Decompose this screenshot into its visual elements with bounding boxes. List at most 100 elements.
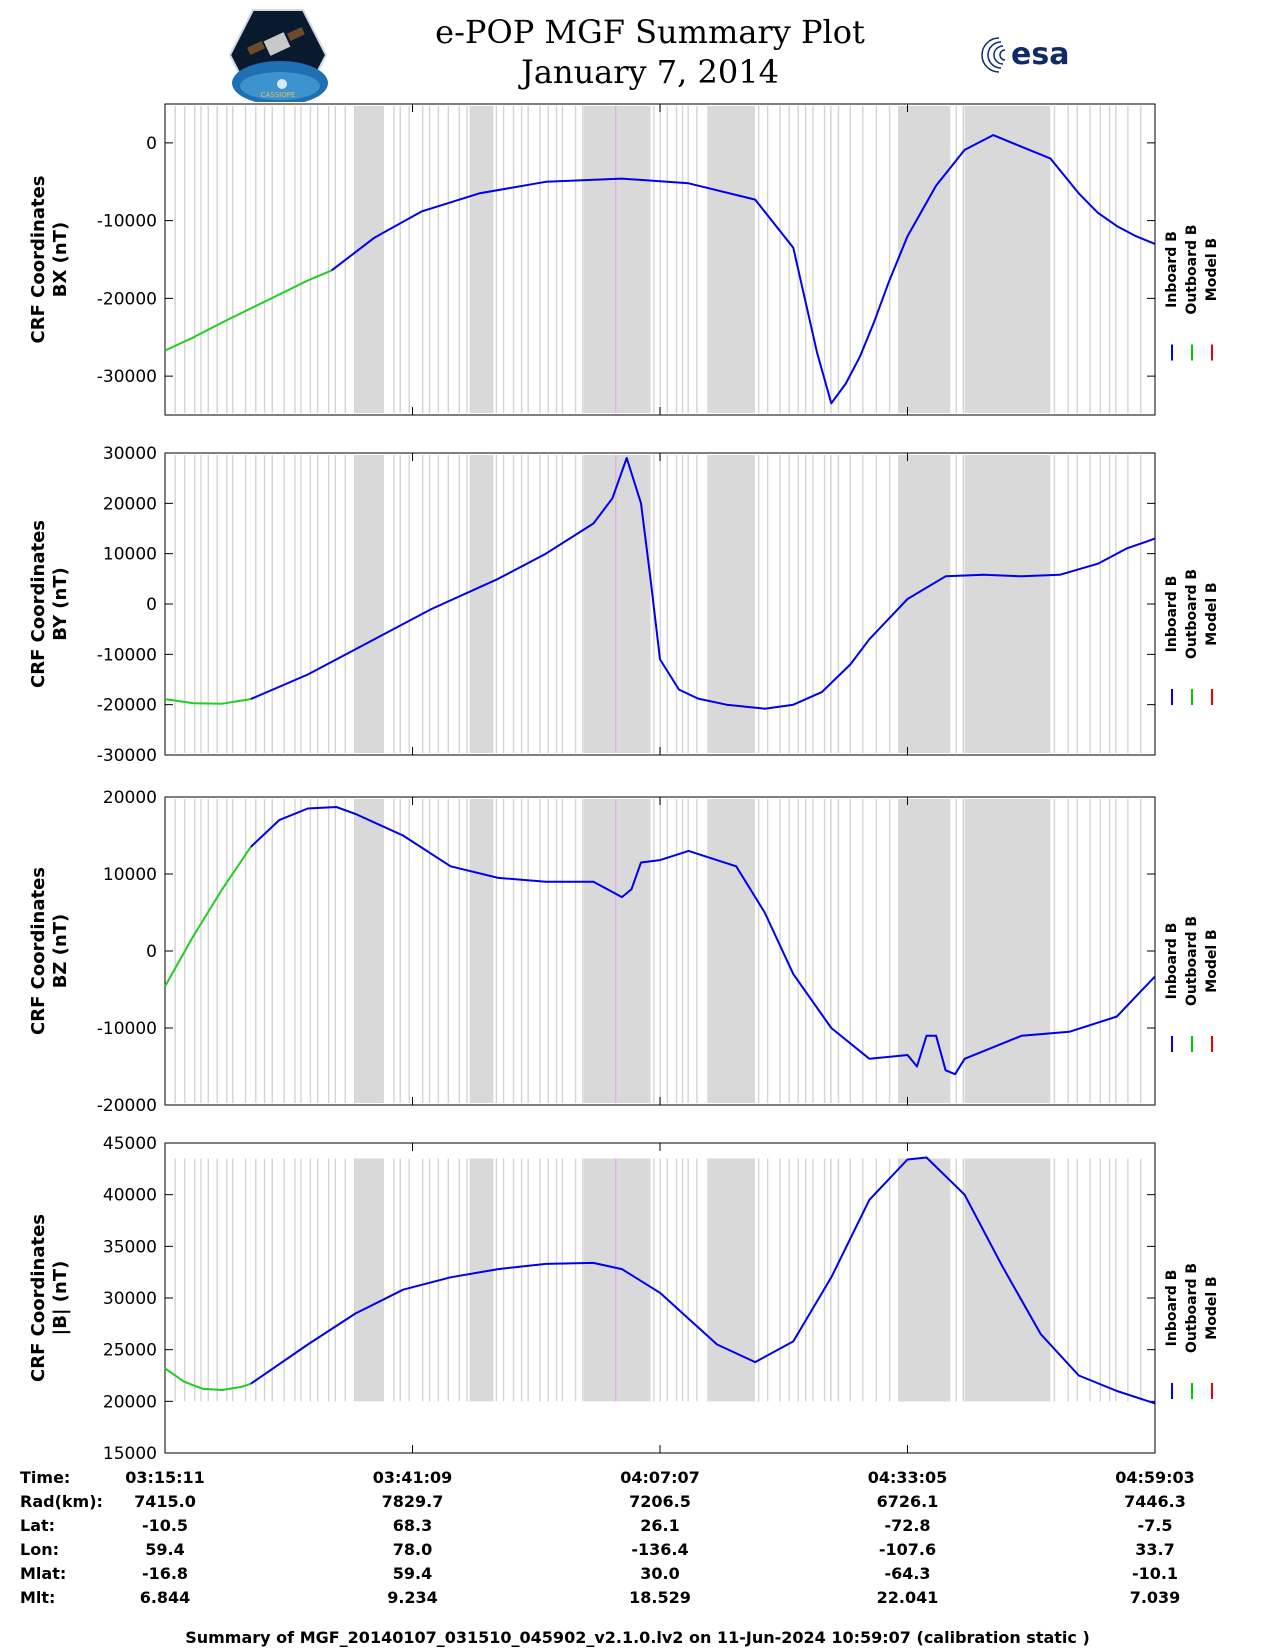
gap-line: [1053, 106, 1056, 413]
gap-band: [707, 455, 756, 753]
gap-line: [1089, 1158, 1091, 1402]
axis-value-mlat: -16.8: [141, 1564, 189, 1583]
gap-line: [539, 1158, 541, 1402]
gap-band: [707, 1158, 756, 1402]
panel-1: 0 -10000 -20000 -30000 CRF CoordinatesBX (nT…: [28, 103, 1220, 416]
gap-line: [334, 106, 336, 413]
gap-line: [582, 106, 584, 413]
gap-line: [788, 455, 790, 753]
gap-line: [687, 455, 689, 753]
y-tick-label: 15000: [103, 1444, 157, 1464]
gap-line: [823, 455, 826, 753]
gap-line: [675, 106, 678, 413]
gap-line: [547, 455, 549, 753]
gap-line: [294, 1158, 296, 1402]
gap-line: [437, 455, 440, 753]
gap-line: [696, 106, 698, 413]
gap-line: [788, 106, 790, 413]
series-line-outboard-b: [164, 698, 251, 705]
axis-value-time: 04:59:03: [1115, 1468, 1195, 1487]
gap-line: [849, 455, 851, 753]
gap-line: [659, 799, 661, 1103]
gap-line: [520, 799, 523, 1103]
gap-line: [327, 1158, 330, 1402]
gap-line: [696, 1158, 698, 1402]
gap-line: [244, 1158, 247, 1402]
gap-line: [334, 455, 336, 753]
gap-line: [837, 799, 840, 1103]
gap-line: [466, 1158, 468, 1402]
gap-line: [1089, 799, 1091, 1103]
legend: Inboard B Outboard B Model B: [1164, 224, 1220, 361]
gap-line: [216, 455, 218, 753]
gap-line: [1076, 799, 1079, 1103]
gap-line: [399, 1158, 401, 1402]
gap-line: [283, 1158, 285, 1402]
axis-value-mlt: 18.529: [629, 1588, 691, 1607]
row-label: Lon:: [20, 1540, 59, 1559]
gap-line: [804, 106, 807, 413]
axis-value-lat: -7.5: [1137, 1516, 1173, 1535]
y-tick-label: 30000: [103, 1289, 157, 1309]
footer-caption: Summary of MGF_20140107_031510_045902_v2…: [185, 1628, 1090, 1647]
gap-line: [244, 799, 247, 1103]
gap-line: [458, 455, 461, 753]
gap-line: [1127, 799, 1129, 1103]
gap-line: [779, 106, 781, 413]
gap-line: [955, 799, 957, 1103]
gap-line: [823, 1158, 826, 1402]
gap-line: [1089, 106, 1091, 413]
gap-line: [495, 106, 498, 413]
gap-line: [207, 799, 209, 1103]
gap-line: [1127, 1158, 1129, 1402]
gap-line: [675, 1158, 678, 1402]
gap-line: [495, 799, 498, 1103]
y-tick-label: 20000: [103, 1392, 157, 1412]
gap-band: [469, 799, 494, 1103]
axis-value-mlt: 6.844: [139, 1588, 191, 1607]
gap-line: [875, 106, 878, 413]
gap-line: [830, 799, 832, 1103]
gap-line: [408, 799, 410, 1103]
y-tick-label: -30000: [97, 746, 157, 766]
gap-line: [316, 1158, 319, 1402]
axis-value-lat: 26.1: [640, 1516, 680, 1535]
gap-line: [294, 455, 296, 753]
data-gap-shading: [174, 1158, 1142, 1402]
gap-line: [837, 1158, 840, 1402]
gap-line: [502, 455, 505, 753]
gap-line: [244, 106, 247, 413]
gap-line: [334, 799, 336, 1103]
gap-line: [555, 1158, 558, 1402]
gap-band: [469, 1158, 494, 1402]
panel-2: 30000 20000 10000 0 -10000 -20000 -30000 CRF Co…: [28, 444, 1220, 766]
legend-label: Inboard B: [1164, 576, 1180, 653]
gap-line: [428, 106, 431, 413]
data-gap-shading: [174, 106, 1142, 413]
gap-line: [294, 799, 296, 1103]
gap-line: [428, 455, 431, 753]
gap-band: [897, 455, 951, 753]
axis-value-lon: 59.4: [145, 1540, 185, 1559]
gap-line: [226, 106, 228, 413]
legend-label: Inboard B: [1164, 231, 1180, 308]
gap-line: [300, 1158, 302, 1402]
gap-line: [354, 455, 356, 753]
legend-label: Outboard B: [1184, 1263, 1200, 1353]
row-label: Mlt:: [20, 1588, 56, 1607]
gap-line: [300, 455, 302, 753]
gap-line: [428, 1158, 431, 1402]
series-line-inboard-b: [250, 806, 1156, 1076]
gap-line: [447, 1158, 450, 1402]
gap-line: [687, 1158, 689, 1402]
gap-line: [788, 1158, 790, 1402]
y-tick-label: 10000: [103, 545, 157, 565]
legend-label: Model B: [1204, 1276, 1220, 1339]
axis-value-rad: 6726.1: [876, 1492, 939, 1511]
gap-line: [955, 455, 957, 753]
data-gap-shading: [174, 455, 1142, 753]
gap-line: [271, 1158, 273, 1402]
gap-line: [797, 455, 799, 753]
gap-line: [458, 1158, 461, 1402]
gap-line: [757, 455, 760, 753]
